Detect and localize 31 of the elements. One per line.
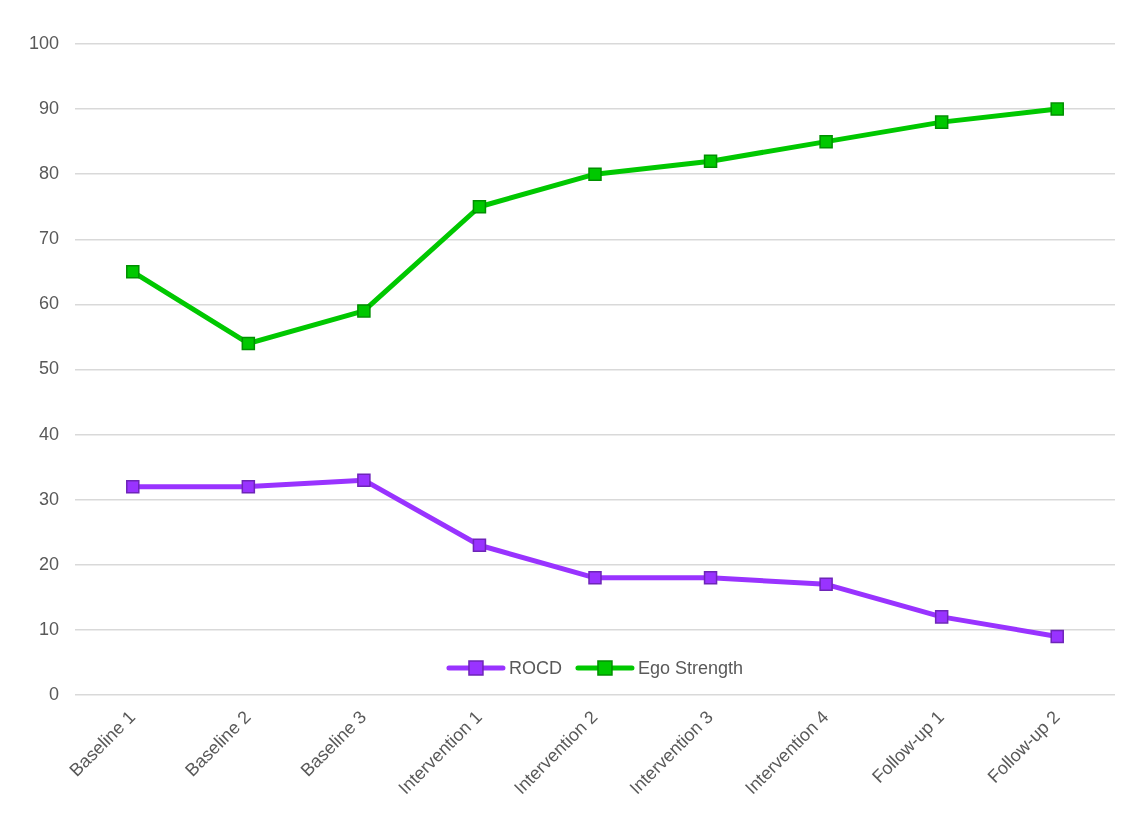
point bbox=[819, 134, 833, 149]
y-tick-label: 0 bbox=[48, 683, 59, 704]
point bbox=[472, 199, 487, 214]
y-tick-label: 80 bbox=[38, 163, 59, 184]
y-tick-label: 10 bbox=[38, 618, 59, 639]
y-tick-label: 70 bbox=[38, 228, 59, 249]
point bbox=[357, 304, 371, 318]
point bbox=[1050, 102, 1064, 116]
y-tick-label: 60 bbox=[38, 293, 59, 314]
point bbox=[1050, 629, 1064, 644]
legend-label: Ego Strength bbox=[637, 657, 744, 678]
point bbox=[934, 610, 949, 624]
point bbox=[703, 571, 718, 585]
point bbox=[588, 167, 602, 181]
point bbox=[703, 154, 718, 168]
point bbox=[241, 479, 256, 494]
point bbox=[126, 479, 140, 494]
point bbox=[472, 538, 487, 553]
y-tick-label: 90 bbox=[38, 98, 59, 119]
point bbox=[934, 115, 949, 129]
y-tick-label: 30 bbox=[38, 488, 59, 509]
point bbox=[126, 265, 140, 279]
legend-label: ROCD bbox=[508, 657, 562, 678]
point bbox=[241, 336, 256, 351]
point bbox=[819, 577, 833, 592]
point bbox=[357, 473, 371, 487]
point bbox=[588, 571, 602, 585]
y-tick-label: 50 bbox=[38, 358, 59, 379]
y-tick-label: 20 bbox=[38, 553, 59, 574]
y-tick-label: 100 bbox=[28, 32, 59, 53]
y-tick-label: 40 bbox=[38, 423, 59, 444]
